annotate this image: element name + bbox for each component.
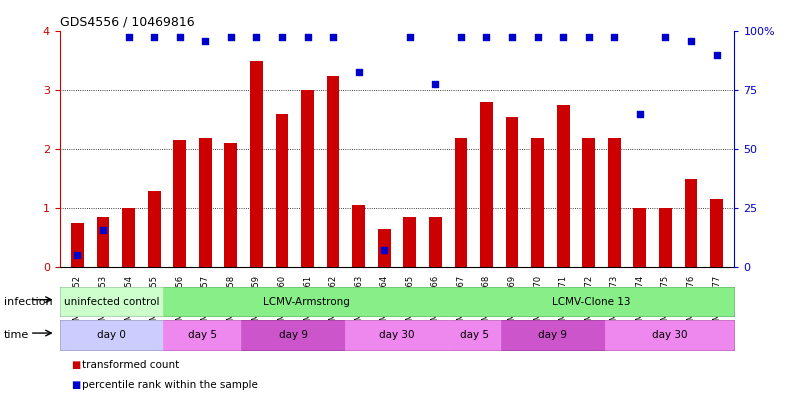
Bar — [198, 138, 212, 267]
Bar — [557, 105, 569, 267]
Text: day 0: day 0 — [97, 330, 126, 340]
Bar — [250, 61, 263, 267]
Bar — [634, 208, 646, 267]
Text: percentile rank within the sample: percentile rank within the sample — [82, 380, 258, 390]
Bar — [60, 320, 164, 350]
Point — [684, 38, 697, 44]
Text: day 30: day 30 — [380, 330, 414, 340]
Bar — [710, 199, 723, 267]
Point — [378, 246, 391, 253]
Point — [353, 68, 365, 75]
Bar — [241, 320, 345, 350]
Bar — [345, 320, 449, 350]
Bar — [684, 179, 697, 267]
Bar — [276, 114, 288, 267]
Point — [97, 226, 110, 233]
Point — [429, 81, 441, 88]
Bar — [148, 191, 160, 267]
Bar — [531, 138, 544, 267]
Point — [659, 34, 672, 40]
Point — [557, 34, 569, 40]
Bar — [403, 217, 416, 267]
Bar — [353, 205, 365, 267]
Point — [531, 34, 544, 40]
Text: ■: ■ — [71, 380, 81, 390]
Text: uninfected control: uninfected control — [64, 297, 160, 307]
Point — [71, 252, 84, 259]
Bar — [378, 229, 391, 267]
Point — [301, 34, 314, 40]
Point — [327, 34, 340, 40]
Bar — [71, 223, 84, 267]
Point — [403, 34, 416, 40]
Text: day 5: day 5 — [188, 330, 217, 340]
Point — [634, 111, 646, 117]
Bar — [122, 208, 135, 267]
Point — [250, 34, 263, 40]
Text: transformed count: transformed count — [82, 360, 179, 371]
Text: time: time — [4, 330, 29, 340]
Point — [582, 34, 595, 40]
Point — [480, 34, 493, 40]
Point — [276, 34, 288, 40]
Text: infection: infection — [4, 297, 52, 307]
Text: LCMV-Clone 13: LCMV-Clone 13 — [553, 297, 631, 307]
Bar — [164, 320, 241, 350]
Point — [506, 34, 518, 40]
Bar — [582, 138, 596, 267]
Bar — [480, 102, 493, 267]
Bar — [429, 217, 441, 267]
Bar — [449, 320, 501, 350]
Bar — [326, 75, 340, 267]
Point — [173, 34, 186, 40]
Bar — [506, 117, 518, 267]
Text: day 9: day 9 — [279, 330, 307, 340]
Bar — [301, 90, 314, 267]
Point — [225, 34, 237, 40]
Bar — [449, 287, 734, 316]
Bar — [164, 287, 449, 316]
Point — [122, 34, 135, 40]
Bar — [501, 320, 605, 350]
Point — [148, 34, 160, 40]
Bar — [605, 320, 734, 350]
Text: LCMV-Armstrong: LCMV-Armstrong — [263, 297, 349, 307]
Bar — [659, 208, 672, 267]
Bar — [173, 140, 186, 267]
Bar — [608, 138, 621, 267]
Bar — [97, 217, 110, 267]
Text: day 9: day 9 — [538, 330, 567, 340]
Text: ■: ■ — [71, 360, 81, 371]
Text: day 30: day 30 — [652, 330, 688, 340]
Point — [608, 34, 621, 40]
Point — [199, 38, 212, 44]
Point — [454, 34, 467, 40]
Bar — [225, 143, 237, 267]
Bar — [60, 287, 164, 316]
Bar — [454, 138, 468, 267]
Text: GDS4556 / 10469816: GDS4556 / 10469816 — [60, 16, 195, 29]
Text: day 5: day 5 — [461, 330, 489, 340]
Point — [710, 52, 723, 58]
